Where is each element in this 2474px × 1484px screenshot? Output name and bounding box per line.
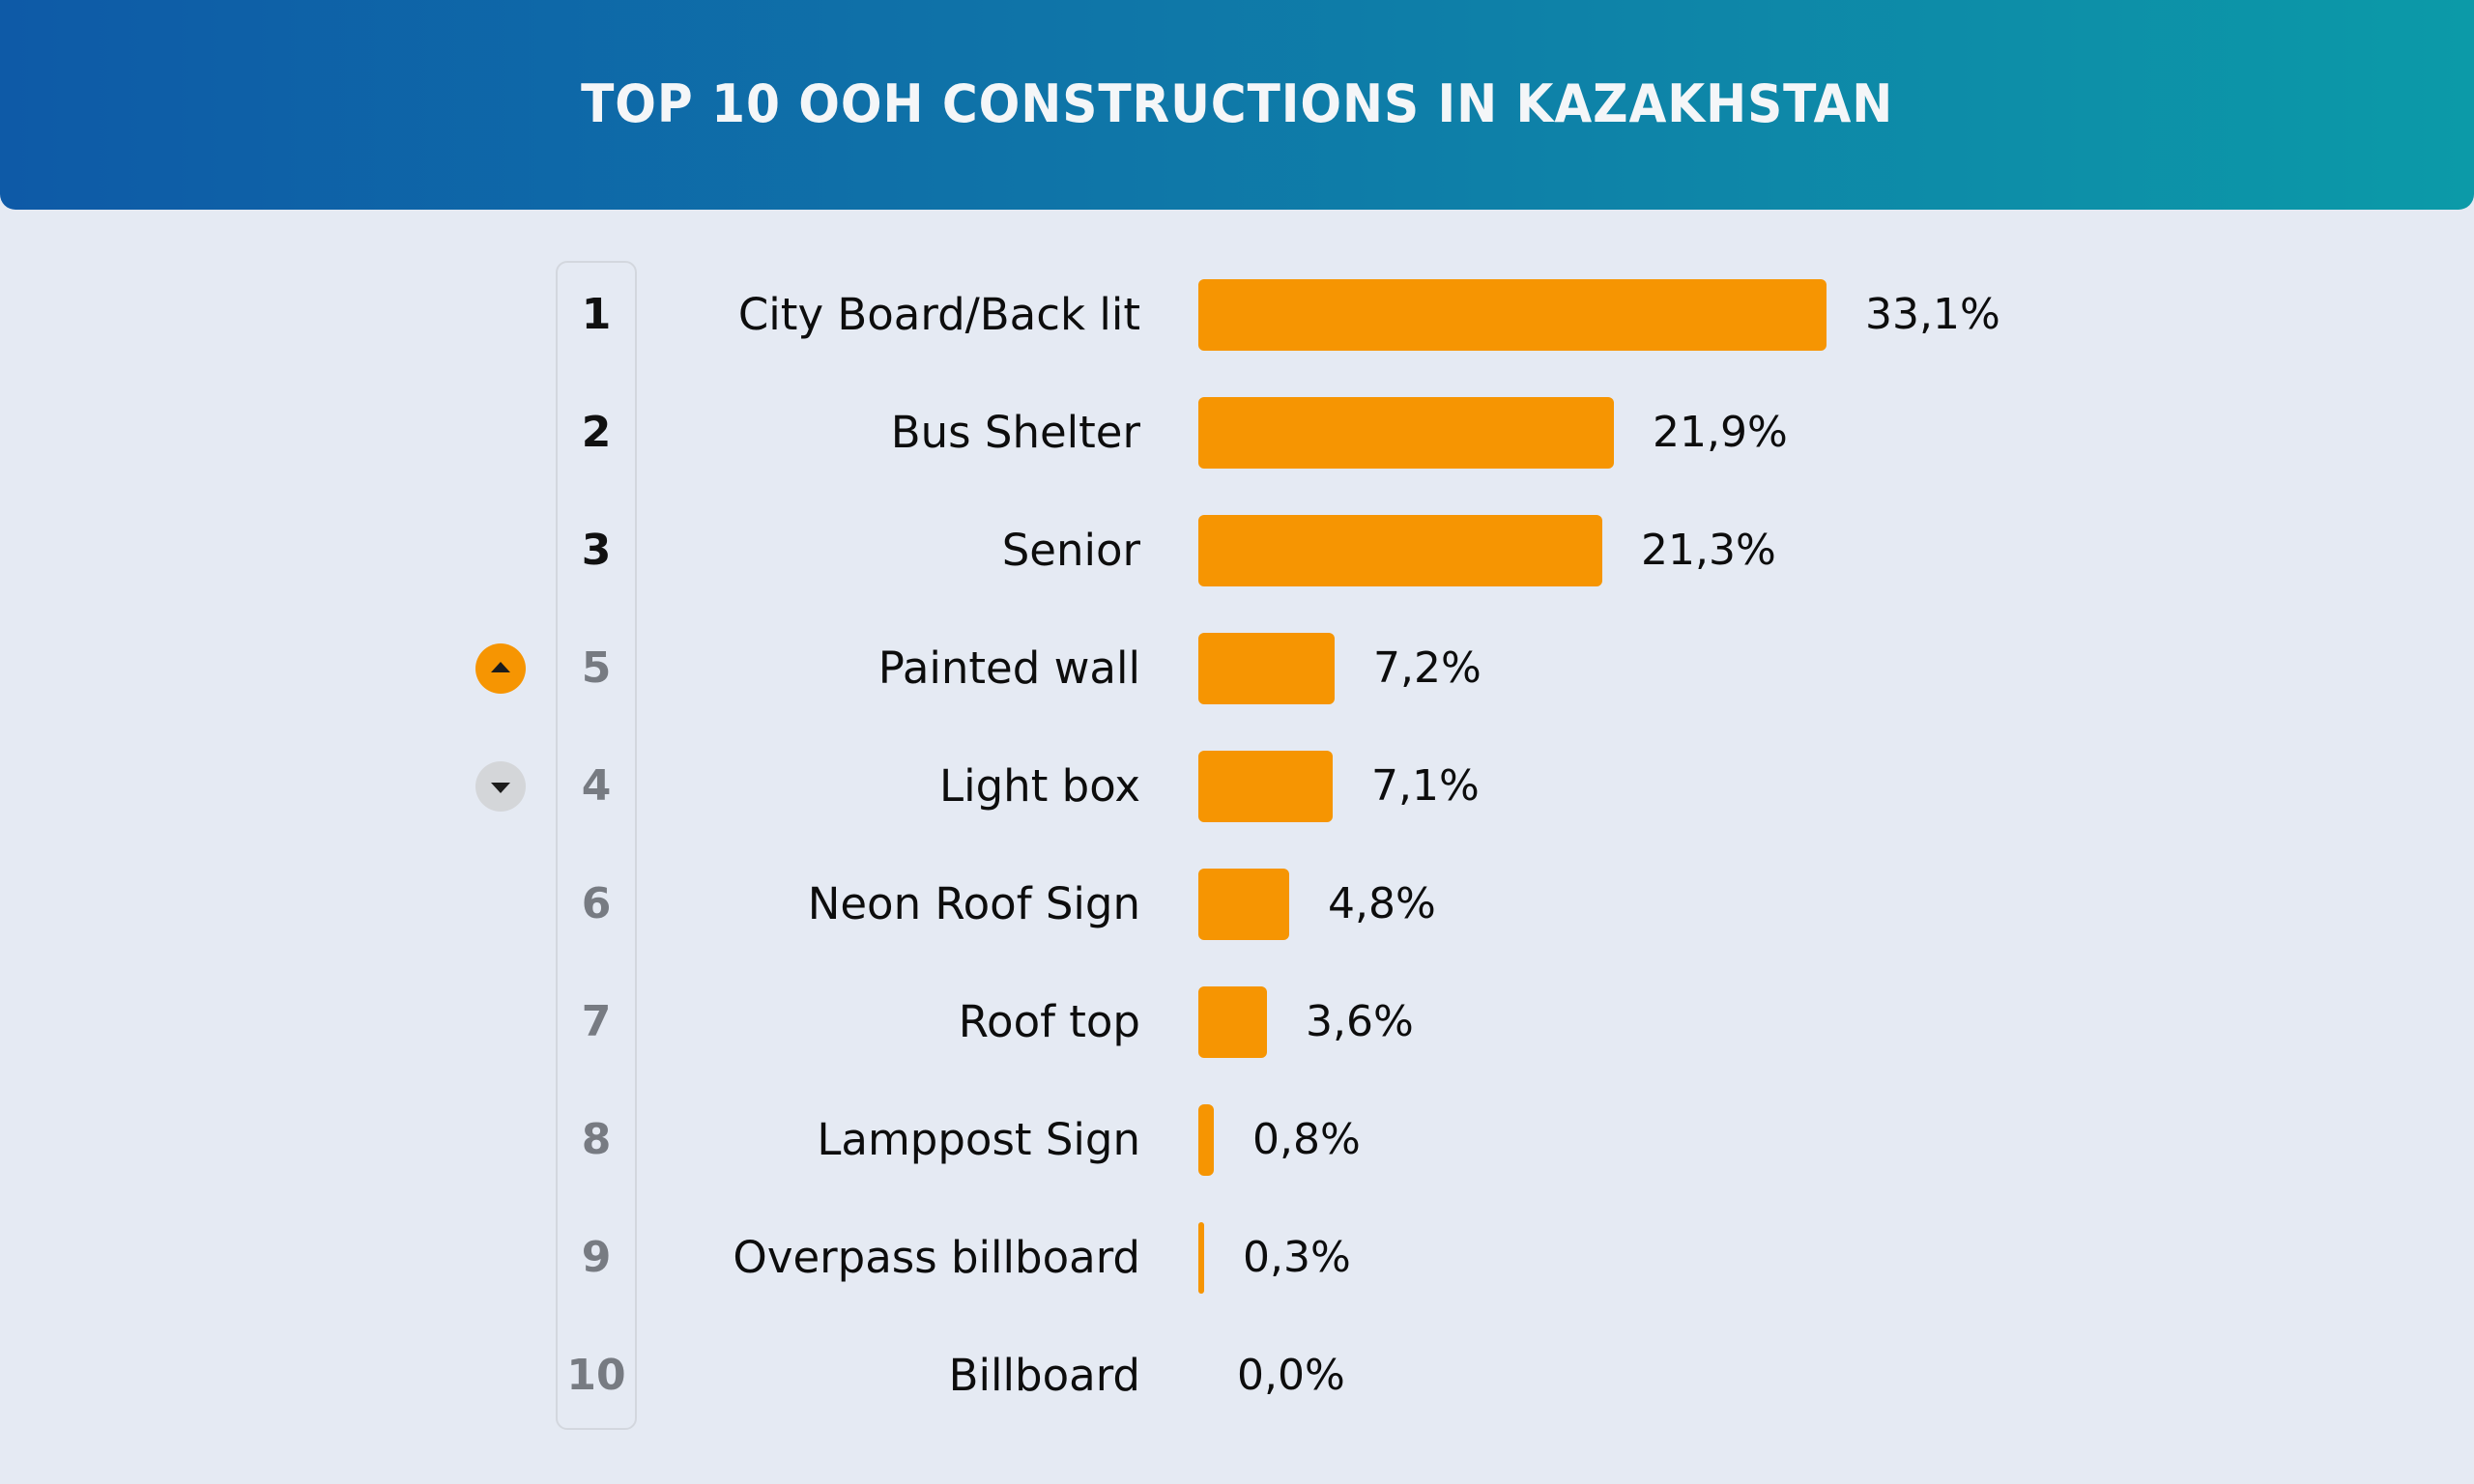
category-label: Roof top xyxy=(958,996,1140,1047)
chart-header: TOP 10 OOH CONSTRUCTIONS IN KAZAKHSTAN xyxy=(0,0,2474,210)
category-label: Overpass billboard xyxy=(733,1232,1140,1283)
rank-number: 10 xyxy=(566,1351,626,1400)
value-label: 7,2% xyxy=(1373,643,1482,693)
bar xyxy=(1198,633,1335,704)
rank-column xyxy=(556,261,637,1430)
bar xyxy=(1198,751,1333,822)
value-label: 21,3% xyxy=(1641,526,1776,575)
rank-number: 1 xyxy=(581,290,612,339)
category-label: Lamppost Sign xyxy=(817,1114,1140,1165)
rank-number: 2 xyxy=(581,408,612,457)
category-label: Neon Roof Sign xyxy=(807,878,1140,929)
value-label: 0,0% xyxy=(1237,1351,1345,1400)
value-label: 33,1% xyxy=(1865,290,2000,339)
ranking-row: 9 Overpass billboard 0,3% xyxy=(0,1205,2474,1311)
rank-number: 9 xyxy=(581,1233,612,1282)
value-label: 4,8% xyxy=(1328,879,1436,928)
rank-up-badge xyxy=(475,643,526,694)
value-label: 0,8% xyxy=(1252,1115,1361,1164)
chart-title: TOP 10 OOH CONSTRUCTIONS IN KAZAKHSTAN xyxy=(580,73,1894,134)
bar xyxy=(1198,515,1602,586)
bar xyxy=(1198,1104,1214,1176)
category-label: Bus Shelter xyxy=(890,407,1140,458)
rank-number: 5 xyxy=(581,643,612,693)
ranking-row: 4 Light box 7,1% xyxy=(0,733,2474,840)
value-label: 21,9% xyxy=(1653,408,1788,457)
arrow-up-icon xyxy=(491,662,510,672)
bar xyxy=(1198,1222,1204,1294)
category-label: Painted wall xyxy=(877,642,1140,694)
arrow-down-icon xyxy=(491,783,510,793)
rank-number: 4 xyxy=(581,761,612,811)
ranking-row: 1 City Board/Back lit 33,1% xyxy=(0,262,2474,368)
ranking-row: 10 Billboard 0,0% xyxy=(0,1323,2474,1429)
category-label: Light box xyxy=(939,760,1140,812)
bar xyxy=(1198,869,1289,940)
ranking-row: 7 Roof top 3,6% xyxy=(0,969,2474,1075)
rank-number: 7 xyxy=(581,997,612,1046)
bar xyxy=(1198,279,1827,351)
value-label: 3,6% xyxy=(1306,997,1414,1046)
rank-down-badge xyxy=(475,761,526,812)
ranking-row: 2 Bus Shelter 21,9% xyxy=(0,380,2474,486)
rank-number: 3 xyxy=(581,526,612,575)
bar xyxy=(1198,397,1614,469)
rank-number: 8 xyxy=(581,1115,612,1164)
value-label: 0,3% xyxy=(1243,1233,1351,1282)
ranking-row: 6 Neon Roof Sign 4,8% xyxy=(0,851,2474,957)
ranking-row: 8 Lamppost Sign 0,8% xyxy=(0,1087,2474,1193)
category-label: City Board/Back lit xyxy=(737,289,1140,340)
category-label: Billboard xyxy=(948,1350,1140,1401)
ranking-row: 5 Painted wall 7,2% xyxy=(0,615,2474,722)
bar xyxy=(1198,986,1267,1058)
rank-number: 6 xyxy=(581,879,612,928)
ranking-row: 3 Senior 21,3% xyxy=(0,498,2474,604)
category-label: Senior xyxy=(1001,525,1140,576)
value-label: 7,1% xyxy=(1371,761,1480,811)
